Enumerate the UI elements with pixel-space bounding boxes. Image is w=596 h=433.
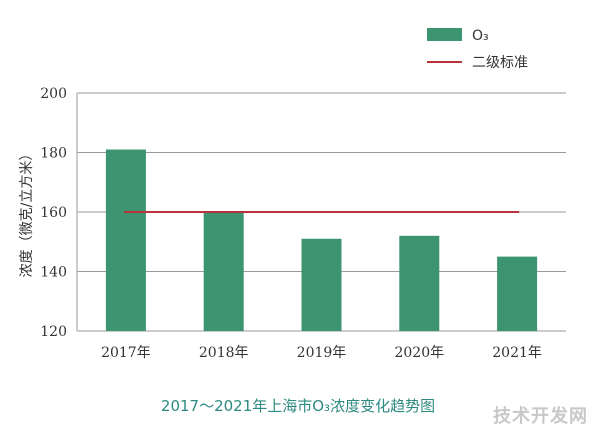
bar — [105, 149, 146, 331]
legend: O₃ 二级标准 — [427, 28, 528, 71]
bar — [203, 212, 244, 331]
y-tick-label: 120 — [40, 324, 67, 340]
x-tick-label: 2018年 — [199, 345, 249, 361]
bars — [105, 149, 538, 331]
legend-label-line: 二级标准 — [472, 55, 528, 71]
y-tick-label: 180 — [40, 146, 67, 162]
y-tick-label: 140 — [40, 265, 67, 281]
y-tick-label: 200 — [40, 86, 67, 102]
y-tick-label: 160 — [40, 205, 67, 221]
bar — [497, 256, 538, 331]
x-tick-label: 2021年 — [492, 345, 542, 361]
x-tick-label: 2020年 — [394, 345, 444, 361]
y-axis-label: 浓度（微克/立方米） — [19, 147, 35, 278]
bar — [399, 235, 440, 331]
x-tick-label: 2017年 — [101, 345, 151, 361]
legend-swatch-bar — [427, 28, 462, 41]
legend-label-bar: O₃ — [472, 28, 489, 44]
bar — [301, 238, 342, 331]
x-tick-label: 2019年 — [297, 345, 347, 361]
watermark: 技术开发网 — [493, 406, 588, 427]
axes: 120 140 160 180 200 2017年 2018年 2019年 2020年 2021年 — [40, 86, 542, 361]
chart-caption: 2017～2021年上海市O₃浓度变化趋势图 — [160, 397, 436, 415]
